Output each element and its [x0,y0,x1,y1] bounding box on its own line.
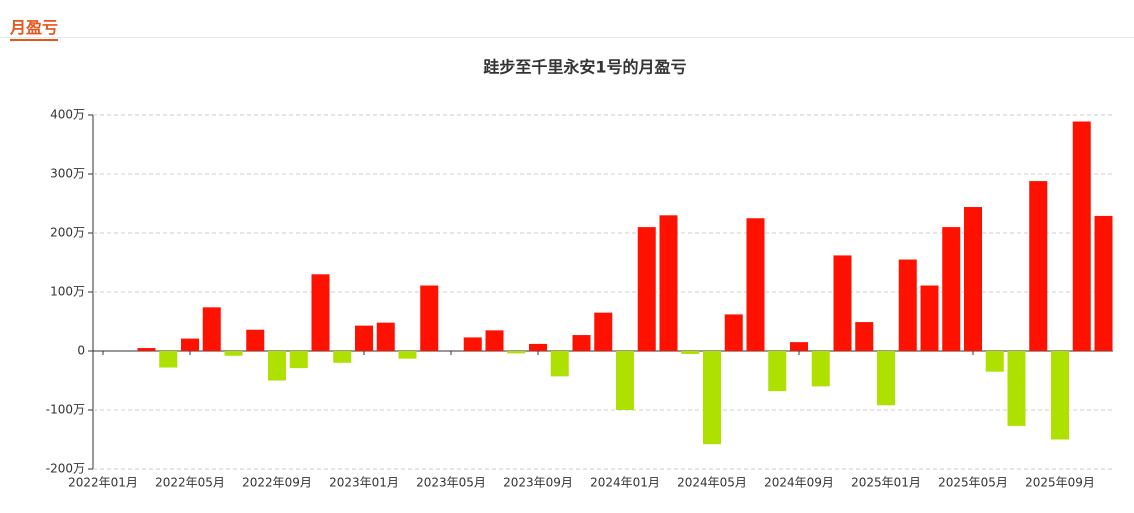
bar [398,351,417,359]
x-tick-label: 2024年01月 [590,476,660,490]
bar [1072,121,1091,352]
x-tick-label: 2022年05月 [155,476,225,490]
x-tick-label: 2025年09月 [1025,476,1095,490]
bar [529,343,547,351]
y-tick-label: 0 [77,344,85,358]
bar [855,322,874,351]
y-tick-label: -200万 [46,462,85,476]
bar [289,351,308,369]
bar [485,330,504,351]
bar [637,227,656,351]
x-tick-label: 2024年09月 [764,476,834,490]
bar [681,351,700,354]
y-tick-label: 100万 [50,285,85,299]
x-tick-label: 2022年09月 [242,476,312,490]
y-tick-label: 300万 [50,167,85,181]
bar [1051,351,1069,440]
tab-title[interactable]: 月盈亏 [10,14,59,41]
bar [964,207,982,351]
bar [724,314,743,351]
bar [1007,351,1026,426]
bar [311,274,330,351]
bar [659,215,678,351]
x-tick-label: 2024年05月 [677,476,747,490]
divider [0,37,1134,38]
x-tick-label: 2025年05月 [938,476,1008,490]
bar [985,351,1004,372]
bar [833,255,852,351]
bar [202,307,221,351]
bar [159,351,178,368]
bar [137,348,156,351]
bar [594,312,613,351]
bar [224,351,243,356]
bar [550,351,569,377]
bar [768,351,787,392]
bar [746,218,765,351]
bar [790,342,808,351]
chart-title: 跬步至千里永安1号的月盈亏 [483,58,686,77]
bar [376,322,395,351]
x-tick-label: 2023年01月 [329,476,399,490]
y-tick-label: 200万 [50,226,85,240]
bar [920,285,939,351]
bar [333,351,352,363]
bar [877,351,895,406]
bar [355,325,373,351]
bar [898,259,917,351]
bar [942,227,961,351]
bar [811,351,830,387]
bar [268,351,286,381]
bar [703,351,721,445]
x-tick-label: 2023年09月 [503,476,573,490]
bar [463,337,482,351]
y-tick-label: 400万 [50,108,85,122]
bar [616,351,634,410]
bar [420,285,439,351]
y-tick-label: -100万 [46,403,85,417]
x-tick-label: 2023年05月 [416,476,486,490]
bar [1094,215,1113,351]
x-tick-label: 2022年01月 [68,476,138,490]
bar [507,351,526,354]
bar [1029,181,1048,351]
bar [246,329,265,351]
bar [572,335,591,351]
x-tick-label: 2025年01月 [851,476,921,490]
bar [181,338,199,351]
